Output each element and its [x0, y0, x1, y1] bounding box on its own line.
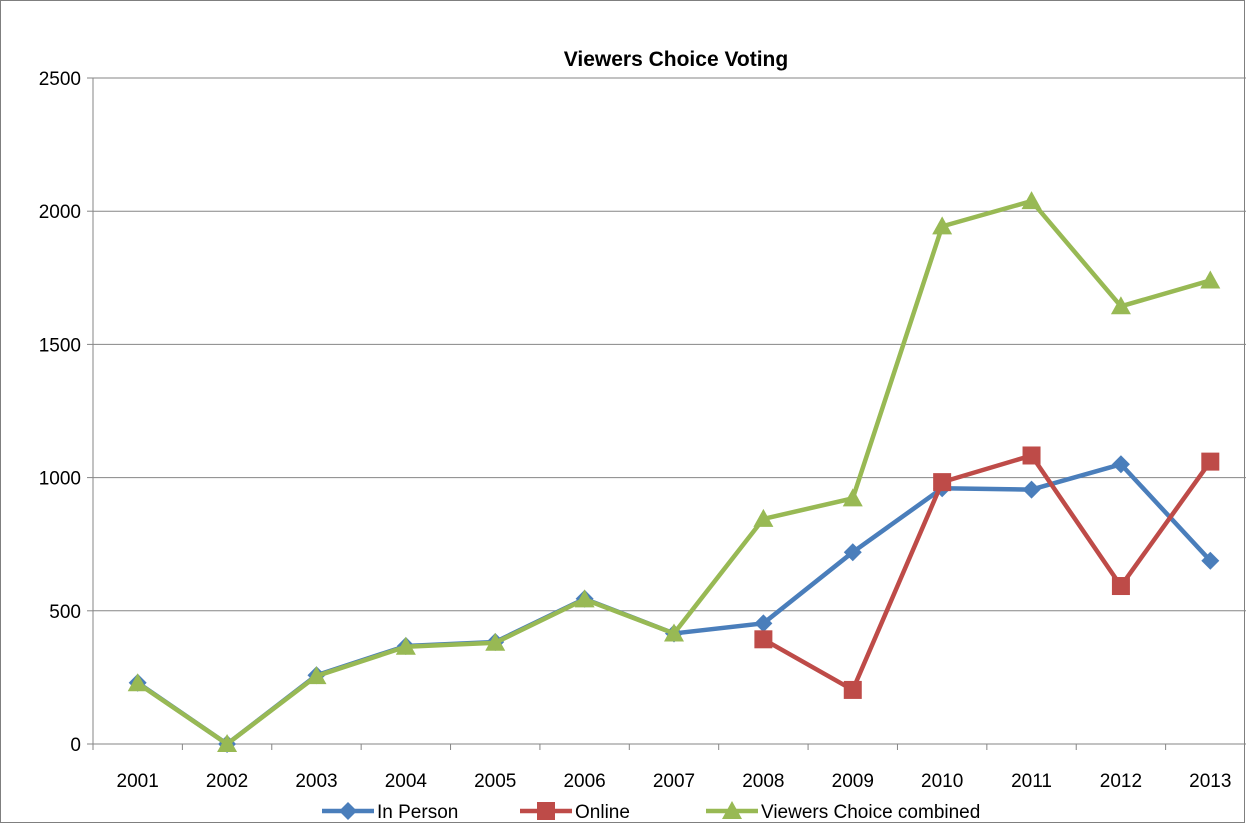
y-tick-label: 1000: [39, 469, 81, 490]
data-point: [933, 473, 952, 492]
data-point: [306, 666, 327, 685]
data-point: [843, 680, 862, 699]
data-point: [1111, 577, 1130, 596]
data-point: [1110, 296, 1131, 315]
data-point: [217, 734, 238, 752]
y-axis-ticks: 0 500 1000 1500 2000 2500: [39, 69, 93, 756]
x-tick-label: 2002: [206, 771, 248, 792]
x-tick-label: 2004: [385, 771, 428, 792]
axes: [92, 78, 1246, 745]
legend-item: Viewers Choice combined: [706, 801, 980, 823]
data-point: [932, 216, 953, 235]
y-tick-label: 2000: [39, 202, 81, 223]
data-point: [1022, 446, 1041, 465]
data-point: [1201, 452, 1220, 471]
data-point: [753, 508, 774, 527]
series-line: [762, 453, 1213, 693]
legend-label: In Person: [377, 802, 458, 823]
series-viewers-choice-combined: [127, 191, 1221, 752]
data-point: [395, 636, 416, 655]
data-point: [1021, 191, 1042, 210]
legend-item: Online: [520, 802, 630, 823]
x-tick-label: 2001: [117, 771, 159, 792]
series-line: [136, 198, 1211, 747]
legend-marker: [537, 802, 555, 820]
data-point: [843, 543, 862, 562]
legend: In Person Online Viewers Choice combined: [322, 801, 980, 823]
x-tick-label: 2010: [921, 771, 963, 792]
x-tick-label: 2012: [1100, 771, 1142, 792]
series-line: [136, 462, 1212, 747]
data-point: [485, 632, 506, 651]
data-point: [1201, 551, 1220, 570]
series-layer: [127, 191, 1221, 753]
chart-title: Viewers Choice Voting: [564, 48, 788, 71]
gridlines: [93, 77, 1246, 612]
data-point: [1022, 480, 1041, 499]
series-online: [754, 446, 1220, 699]
legend-item: In Person: [322, 802, 458, 823]
legend-label: Online: [575, 802, 630, 823]
x-tick-label: 2007: [653, 771, 695, 792]
legend-marker: [722, 801, 742, 819]
x-tick-label: 2013: [1189, 771, 1231, 792]
x-tick-label: 2005: [474, 771, 516, 792]
data-point: [1200, 270, 1221, 289]
y-tick-label: 500: [49, 602, 81, 623]
data-point: [754, 630, 773, 649]
x-tick-label: 2006: [563, 771, 605, 792]
x-tick-label: 2003: [295, 771, 337, 792]
y-tick-label: 1500: [39, 335, 81, 356]
x-axis-ticks: 2001 2002 2003 2004 2005 2006 2007 2008 2009 2010…: [92, 744, 1231, 792]
y-tick-label: 2500: [39, 69, 81, 90]
data-point: [754, 614, 773, 633]
data-point: [127, 673, 148, 692]
data-point: [1111, 455, 1130, 474]
x-tick-label: 2009: [832, 771, 874, 792]
data-point: [574, 589, 595, 608]
legend-label: Viewers Choice combined: [761, 802, 980, 823]
data-point: [842, 488, 863, 507]
legend-marker: [339, 802, 357, 820]
y-tick-label: 0: [70, 735, 81, 756]
x-tick-label: 2008: [742, 771, 784, 792]
x-tick-label: 2011: [1011, 771, 1052, 792]
data-point: [664, 623, 684, 642]
series-in-person: [128, 455, 1220, 753]
